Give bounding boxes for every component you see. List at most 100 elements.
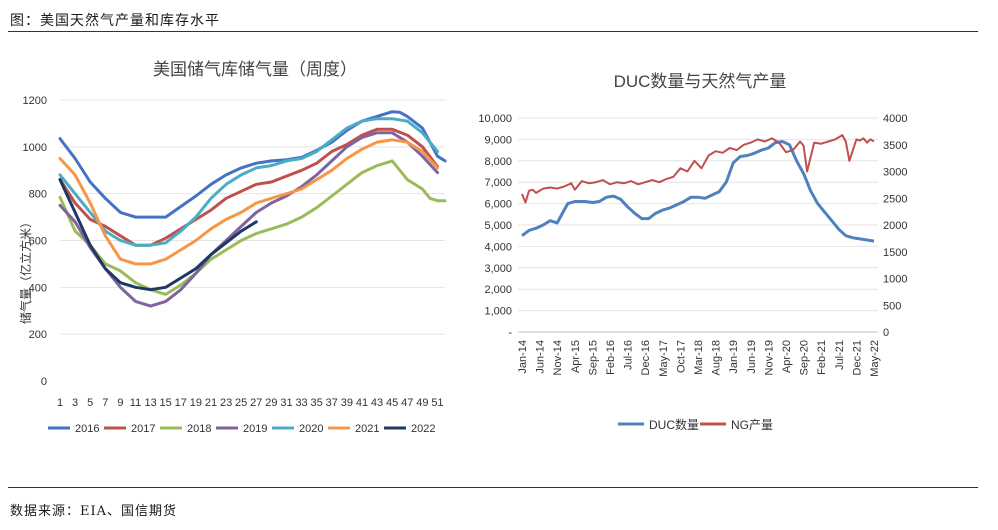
duc-x-tick-label: Jan-14: [517, 340, 529, 374]
storage-y-tick-label: 200: [29, 329, 47, 341]
storage-x-tick-label: 5: [87, 397, 93, 409]
duc-x-tick-label: Aug-18: [711, 340, 723, 375]
duc-left-y-tick-label: 8,000: [484, 156, 512, 168]
duc-x-tick-label: Sep-15: [587, 340, 599, 375]
storage-y-tick-label: 600: [29, 236, 47, 248]
storage-x-tick-label: 43: [371, 397, 383, 409]
storage-x-tick-label: 33: [295, 397, 307, 409]
storage-chart-title: 美国储气库储气量（周度）: [153, 60, 357, 79]
legend-label-2020: 2020: [299, 423, 323, 435]
storage-x-tick-label: 19: [190, 397, 202, 409]
series-line-2016: [58, 110, 447, 219]
legend-label-2022: 2022: [411, 423, 435, 435]
duc-x-tick-label: Jul-21: [834, 340, 846, 370]
storage-x-tick-label: 27: [250, 397, 262, 409]
ng-right-y-tick-label: 3500: [883, 140, 907, 152]
duc-x-tick-label: Nov-19: [763, 340, 775, 375]
storage-x-tick-label: 29: [265, 397, 277, 409]
storage-x-tick-label: 45: [386, 397, 398, 409]
storage-x-ticks: 1 3 5 7 9 11 13 15 17 19 21 23 25 27 29 31 33 35 37 39 41 43 4…: [57, 397, 444, 409]
duc-left-y-tick-label: 10,000: [478, 113, 512, 125]
figure-title: 图：美国天然气产量和库存水平: [10, 13, 220, 29]
duc-left-y-tick-label: 6,000: [484, 199, 512, 211]
duc-left-y-ticks: - 1,000 2,000 3,000 4,000 5,000 6,000 7,000 8,00…: [478, 113, 512, 339]
duc-left-y-tick-label: -: [508, 327, 512, 339]
duc-x-tick-label: Apr-15: [570, 340, 582, 373]
legend-label-2018: 2018: [187, 423, 211, 435]
duc-x-tick-label: Nov-14: [552, 340, 564, 375]
duc-x-tick-label: Apr-20: [781, 340, 793, 373]
duc-left-y-tick-label: 4,000: [484, 241, 512, 253]
duc-ng-legend: DUC数量 NG产量: [618, 417, 773, 432]
storage-chart-ylabel: 储气量（亿立方米）: [18, 216, 33, 324]
duc-x-tick-label: Dec-21: [851, 340, 863, 375]
storage-x-tick-label: 17: [175, 397, 187, 409]
storage-y-tick-label: 0: [41, 376, 47, 388]
storage-series: [58, 110, 447, 308]
ng-right-y-tick-label: 2000: [883, 220, 907, 232]
ng-right-y-tick-label: 1000: [883, 274, 907, 286]
duc-left-y-tick-label: 2,000: [484, 284, 512, 296]
series-line-2021: [58, 138, 439, 266]
storage-x-tick-label: 47: [401, 397, 413, 409]
ng-right-y-tick-label: 3000: [883, 167, 907, 179]
storage-x-tick-label: 13: [144, 397, 156, 409]
ng-right-y-tick-label: 0: [883, 327, 889, 339]
storage-x-tick-label: 1: [57, 397, 63, 409]
storage-y-tick-label: 1000: [23, 142, 47, 154]
storage-x-tick-label: 51: [431, 397, 443, 409]
duc-x-tick-label: Jun-19: [746, 340, 758, 374]
duc-x-tick-label: Dec-16: [640, 340, 652, 375]
series-line-2017: [58, 127, 439, 247]
legend-label-2021: 2021: [355, 423, 379, 435]
duc-x-tick-label: Feb-16: [605, 340, 617, 375]
storage-x-tick-label: 41: [356, 397, 368, 409]
storage-x-tick-label: 31: [280, 397, 292, 409]
legend-label-NG产量: NG产量: [731, 418, 773, 432]
ng-right-y-ticks: 0 500 1000 1500 2000 2500 3000 3500 4000: [883, 113, 907, 339]
storage-chart: 美国储气库储气量（周度） 储气量（亿立方米） 0 200 400 600 800 1000…: [18, 60, 447, 435]
duc-left-y-tick-label: 9,000: [484, 134, 512, 146]
series-line-NG产量: [521, 134, 875, 204]
top-divider: [8, 31, 978, 32]
storage-x-tick-label: 15: [160, 397, 172, 409]
storage-x-tick-label: 35: [311, 397, 323, 409]
ng-right-y-tick-label: 2500: [883, 193, 907, 205]
storage-x-tick-label: 23: [220, 397, 232, 409]
series-line-2022: [58, 178, 258, 292]
legend-label-2019: 2019: [243, 423, 267, 435]
legend-label-2017: 2017: [131, 423, 155, 435]
duc-x-tick-label: Mar-18: [693, 340, 705, 375]
storage-x-tick-label: 25: [235, 397, 247, 409]
duc-ng-grid: [518, 117, 878, 333]
series-line-2018: [58, 159, 447, 296]
storage-x-tick-label: 9: [117, 397, 123, 409]
storage-x-tick-label: 37: [326, 397, 338, 409]
duc-ng-series: [521, 134, 875, 243]
ng-right-y-tick-label: 1500: [883, 247, 907, 259]
duc-x-tick-label: Oct-17: [675, 340, 687, 373]
series-line-DUC数量: [521, 140, 875, 243]
legend-label-2016: 2016: [75, 423, 99, 435]
storage-y-tick-label: 400: [29, 282, 47, 294]
storage-y-tick-label: 800: [29, 189, 47, 201]
storage-x-tick-label: 39: [341, 397, 353, 409]
duc-x-tick-label: Jul-16: [623, 340, 635, 370]
storage-x-tick-label: 11: [130, 397, 141, 409]
bottom-divider: [8, 487, 978, 488]
data-source: 数据来源：EIA、国信期货: [10, 504, 178, 519]
duc-x-tick-label: May-17: [658, 340, 670, 377]
ng-right-y-tick-label: 500: [883, 300, 901, 312]
duc-left-y-tick-label: 3,000: [484, 263, 512, 275]
storage-x-tick-label: 21: [205, 397, 217, 409]
storage-x-tick-label: 7: [102, 397, 108, 409]
duc-ng-chart-title: DUC数量与天然气产量: [614, 72, 787, 91]
duc-x-tick-label: Jan-19: [728, 340, 740, 374]
duc-left-y-tick-label: 7,000: [484, 177, 512, 189]
series-line-2019: [58, 131, 439, 308]
duc-left-y-tick-label: 5,000: [484, 220, 512, 232]
storage-y-tick-label: 1200: [23, 95, 47, 107]
duc-x-tick-label: Sep-20: [799, 340, 811, 375]
duc-left-y-tick-label: 1,000: [484, 306, 512, 318]
duc-x-tick-label: May-22: [869, 340, 881, 377]
